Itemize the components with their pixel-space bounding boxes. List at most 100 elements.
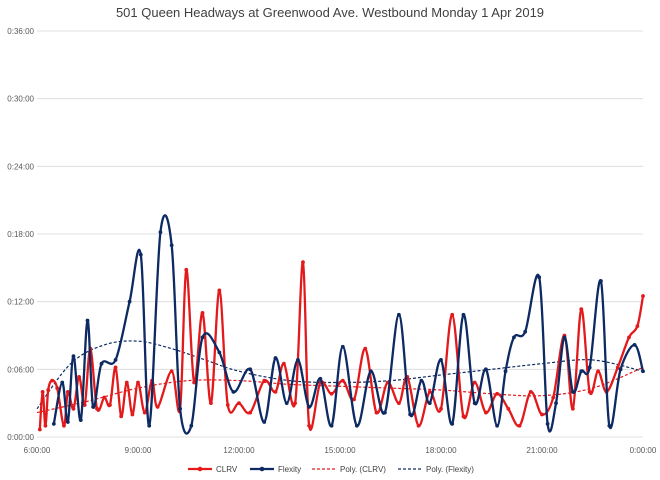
data-point-clrv xyxy=(55,386,60,391)
data-point-clrv xyxy=(579,307,584,312)
data-point-clrv xyxy=(95,406,99,411)
x-tick-label: 6:00:00 xyxy=(24,446,51,455)
data-point-clrv xyxy=(65,389,70,394)
data-point-clrv xyxy=(635,324,640,329)
data-point-clrv xyxy=(329,391,334,396)
data-point-flexity xyxy=(51,421,56,426)
series-flexity xyxy=(51,214,645,435)
data-point-clrv xyxy=(517,423,522,428)
legend-marker xyxy=(197,466,203,472)
data-point-clrv xyxy=(293,401,298,406)
data-point-flexity xyxy=(472,401,477,406)
data-point-clrv xyxy=(472,380,477,385)
gridlines xyxy=(37,30,643,438)
data-point-clrv xyxy=(71,406,76,411)
data-point-flexity xyxy=(587,365,592,370)
data-point-flexity xyxy=(147,423,152,428)
data-point-clrv xyxy=(615,365,620,370)
data-point-clrv xyxy=(540,412,544,417)
data-point-clrv xyxy=(352,397,356,402)
data-point-clrv xyxy=(416,423,421,428)
data-point-flexity xyxy=(512,335,516,340)
data-point-clrv xyxy=(136,380,140,385)
data-point-flexity xyxy=(178,406,182,411)
data-point-clrv xyxy=(641,294,645,298)
data-point-clrv xyxy=(40,389,45,394)
data-point-clrv xyxy=(551,395,556,400)
data-point-clrv xyxy=(43,423,48,428)
data-point-flexity xyxy=(618,367,623,372)
data-point-flexity xyxy=(217,350,222,355)
data-point-clrv xyxy=(273,389,278,394)
data-point-flexity xyxy=(296,358,300,362)
data-point-flexity xyxy=(368,369,373,374)
legend: CLRV Flexity Poly. (CLRV) Poly. (Flexity) xyxy=(188,465,474,474)
y-tick-label: 0:06:00 xyxy=(7,365,34,374)
data-point-clrv xyxy=(483,410,488,415)
data-point-clrv xyxy=(113,365,118,370)
data-point-clrv xyxy=(142,410,147,415)
data-point-flexity xyxy=(427,401,432,406)
x-tick-label: 18:00:00 xyxy=(425,446,457,455)
data-point-flexity xyxy=(632,342,637,347)
data-point-clrv xyxy=(262,378,267,383)
data-point-flexity xyxy=(85,318,90,323)
legend-marker xyxy=(259,466,265,472)
data-point-clrv xyxy=(82,403,87,407)
data-point-flexity xyxy=(138,252,143,257)
data-point-flexity xyxy=(231,389,236,394)
data-point-clrv xyxy=(506,406,511,411)
data-point-clrv xyxy=(102,395,107,400)
series-line-clrv xyxy=(38,261,645,431)
x-tick-label: 0:00:00 xyxy=(630,446,657,455)
legend-item-poly-clrv: Poly. (CLRV) xyxy=(312,465,386,474)
data-point-clrv xyxy=(200,311,205,315)
data-point-flexity xyxy=(523,329,528,334)
data-point-clrv xyxy=(77,374,81,379)
data-point-clrv xyxy=(374,410,379,415)
data-point-flexity xyxy=(189,423,194,428)
y-tick-label: 0:36:00 xyxy=(7,27,34,36)
data-point-clrv xyxy=(119,414,124,419)
data-point-clrv xyxy=(627,335,631,340)
data-point-clrv xyxy=(217,288,222,293)
data-point-flexity xyxy=(307,405,312,409)
x-axis-ticks: 6:00:00 9:00:00 12:00:00 15:00:00 18:00:00 21… xyxy=(24,446,657,455)
chart-title: 501 Queen Headways at Greenwood Ave. Wes… xyxy=(116,5,544,20)
data-point-flexity xyxy=(537,275,542,280)
data-point-flexity xyxy=(408,412,413,417)
data-point-clrv xyxy=(37,427,42,432)
data-point-flexity xyxy=(340,344,345,349)
legend-item-clrv: CLRV xyxy=(188,465,238,474)
x-tick-label: 12:00:00 xyxy=(223,446,255,455)
legend-label: Poly. (Flexity) xyxy=(426,465,474,474)
data-point-flexity xyxy=(354,423,359,428)
data-point-flexity xyxy=(554,401,558,406)
legend-label: Flexity xyxy=(278,465,301,474)
data-point-flexity xyxy=(91,405,96,409)
data-point-flexity xyxy=(641,369,645,374)
data-point-clrv xyxy=(130,412,135,417)
data-point-flexity xyxy=(169,243,174,248)
data-point-flexity xyxy=(450,421,455,426)
data-point-flexity xyxy=(545,421,550,426)
data-point-clrv xyxy=(46,388,51,392)
data-point-flexity xyxy=(483,367,488,372)
data-point-clrv xyxy=(570,406,575,411)
series-layer xyxy=(36,214,645,435)
data-point-flexity xyxy=(60,380,65,385)
data-point-flexity xyxy=(419,378,424,383)
data-point-clrv xyxy=(248,410,253,415)
data-point-flexity xyxy=(158,230,163,235)
data-point-flexity xyxy=(397,312,401,317)
data-point-flexity xyxy=(78,418,83,422)
legend-label: Poly. (CLRV) xyxy=(340,465,386,474)
data-point-flexity xyxy=(318,376,323,381)
data-point-flexity xyxy=(562,335,567,340)
data-point-clrv xyxy=(363,346,368,351)
data-point-clrv xyxy=(50,378,55,383)
data-point-clrv xyxy=(587,389,592,394)
data-point-flexity xyxy=(329,423,334,428)
